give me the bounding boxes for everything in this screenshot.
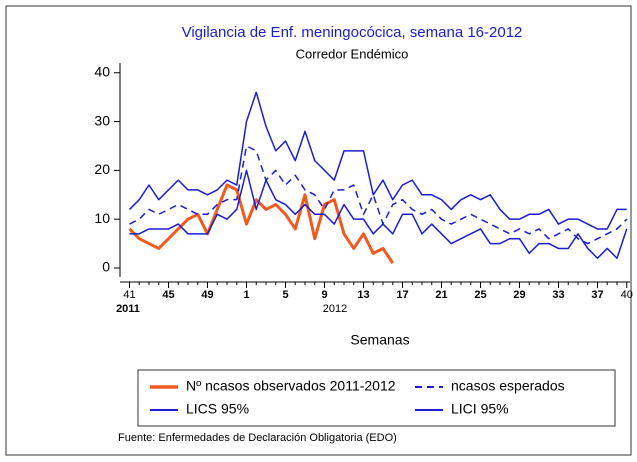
x-axis-label: Semanas <box>350 332 409 348</box>
chart-subtitle: Corredor Endémico <box>296 46 409 61</box>
y-tick-label: 10 <box>94 210 110 226</box>
year-label: 2012 <box>323 303 347 315</box>
series-line <box>129 145 628 245</box>
y-tick-label: 20 <box>94 161 110 177</box>
series-line <box>128 183 394 264</box>
source-note: Fuente: Enfermedades de Declaración Obli… <box>118 432 397 444</box>
x-tick-label: 49 <box>201 289 213 301</box>
x-tick-label: 29 <box>513 289 525 301</box>
legend-label: LICS 95% <box>186 401 249 417</box>
x-tick-label: 17 <box>396 289 408 301</box>
x-tick-label: 40 <box>621 289 633 301</box>
x-tick-label: 45 <box>162 289 174 301</box>
x-tick-label: 9 <box>321 289 327 301</box>
legend-label: ncasos esperados <box>451 378 565 394</box>
series-line <box>129 169 628 259</box>
x-tick-label: 1 <box>243 289 249 301</box>
y-tick-label: 30 <box>94 112 110 128</box>
x-tick-label: 37 <box>591 289 603 301</box>
x-tick-label: 25 <box>474 289 486 301</box>
x-tick-label: 41 <box>123 289 135 301</box>
series-line <box>128 91 627 230</box>
x-tick-label: 33 <box>552 289 564 301</box>
x-tick-label: 21 <box>435 289 447 301</box>
legend-label: LICI 95% <box>451 401 509 417</box>
year-label: 2011 <box>116 303 140 315</box>
legend-label: Nº ncasos observados 2011-2012 <box>186 378 396 394</box>
legend-box <box>137 369 616 427</box>
y-tick-label: 0 <box>102 259 110 275</box>
x-tick-label: 5 <box>282 289 288 301</box>
chart-title: Vigilancia de Enf. meningocócica, semana… <box>182 24 523 41</box>
y-tick-label: 40 <box>94 63 110 79</box>
x-tick-label: 13 <box>357 289 369 301</box>
